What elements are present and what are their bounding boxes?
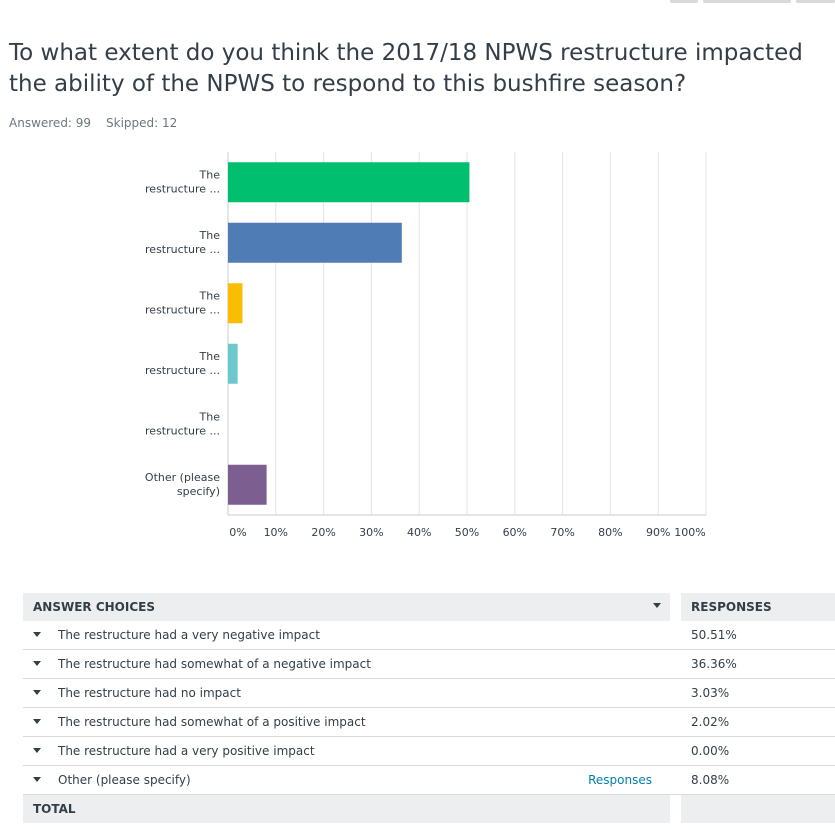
expand-caret-icon[interactable] [33, 690, 41, 695]
answer-choice-cell: The restructure had somewhat of a negati… [23, 650, 670, 679]
response-percent: 2.02% [691, 715, 730, 729]
y-tick-label: The [199, 289, 221, 302]
expand-caret-icon[interactable] [33, 661, 41, 666]
x-tick-label: 90% [646, 526, 670, 539]
response-count: 36 [823, 650, 835, 679]
answer-choice-label: The restructure had a very negative impa… [58, 628, 320, 642]
table-row: The restructure had a very positive impa… [23, 736, 835, 766]
table-row: The restructure had somewhat of a negati… [23, 649, 835, 679]
column-gap [670, 649, 681, 679]
y-tick-label: The [199, 410, 221, 423]
answer-choices-table: ANSWER CHOICES RESPONSES The restructure… [23, 593, 835, 823]
skipped-count: Skipped: 12 [106, 116, 178, 130]
answer-choice-cell: Other (please specify) Responses [23, 766, 670, 795]
response-percent: 3.03% [691, 686, 730, 700]
total-count: 99 [823, 795, 835, 824]
x-tick-label: 70% [550, 526, 574, 539]
expand-caret-icon[interactable] [33, 748, 41, 753]
table-row: Other (please specify) Responses 8.08% 8 [23, 765, 835, 795]
response-count: 2 [823, 708, 835, 737]
column-gap [670, 707, 681, 737]
total-label: TOTAL [33, 802, 76, 816]
toolbar-button-edge[interactable] [670, 0, 698, 3]
y-tick-label: restructure ... [145, 424, 220, 437]
response-count: 0 [823, 737, 835, 766]
y-tick-label: specify) [177, 485, 220, 498]
response-percent: 50.51% [691, 628, 737, 642]
answer-choice-cell: The restructure had no impact [23, 679, 670, 708]
responses-header[interactable]: RESPONSES [691, 600, 772, 614]
bar [228, 162, 470, 203]
y-tick-label: Other (please [145, 471, 220, 484]
x-tick-label: 20% [311, 526, 335, 539]
expand-caret-icon[interactable] [33, 719, 41, 724]
column-gap [670, 736, 681, 766]
x-tick-label: 10% [264, 526, 288, 539]
response-percent: 0.00% [691, 744, 730, 758]
x-tick-label: 50% [455, 526, 479, 539]
total-pct-empty [681, 795, 823, 824]
y-tick-label: restructure ... [145, 243, 220, 256]
x-tick-label: 100% [674, 526, 705, 539]
sort-caret-icon[interactable] [653, 603, 661, 608]
table-header-row: ANSWER CHOICES RESPONSES [23, 593, 835, 621]
answer-choices-header[interactable]: ANSWER CHOICES [23, 593, 670, 621]
bar [228, 283, 243, 324]
table-row: The restructure had somewhat of a positi… [23, 707, 835, 737]
toolbar-button-edge[interactable] [796, 0, 835, 3]
column-gap [670, 794, 681, 823]
question-title: To what extent do you think the 2017/18 … [9, 40, 803, 97]
y-tick-label: restructure ... [145, 364, 220, 377]
answer-choice-label: The restructure had somewhat of a positi… [58, 715, 366, 729]
expand-caret-icon[interactable] [33, 632, 41, 637]
answer-choice-cell: The restructure had a very negative impa… [23, 621, 670, 650]
table-row: The restructure had no impact 3.03% 3 [23, 678, 835, 708]
x-tick-label: 60% [503, 526, 527, 539]
answer-choice-label: The restructure had a very positive impa… [58, 744, 315, 758]
table-row: The restructure had a very negative impa… [23, 621, 835, 650]
toolbar-button-edge[interactable] [703, 0, 791, 3]
answered-count: Answered: 99 [9, 116, 92, 130]
response-percent: 8.08% [691, 773, 730, 787]
x-tick-label: 0% [229, 526, 246, 539]
y-tick-label: The [199, 229, 221, 242]
column-gap [670, 593, 681, 621]
answer-choice-label: The restructure had somewhat of a negati… [58, 657, 371, 671]
bar [228, 222, 402, 263]
responses-link[interactable]: Responses [588, 773, 652, 787]
x-tick-label: 80% [598, 526, 622, 539]
x-tick-label: 40% [407, 526, 431, 539]
answer-choice-cell: The restructure had a very positive impa… [23, 737, 670, 766]
column-gap [670, 678, 681, 708]
bar [228, 343, 238, 384]
total-row: TOTAL 99 [23, 794, 835, 824]
answer-choices-header-label: ANSWER CHOICES [33, 600, 155, 614]
x-tick-label: 30% [359, 526, 383, 539]
response-count: 8 [823, 766, 835, 795]
response-count: 3 [823, 679, 835, 708]
bar [228, 464, 267, 505]
y-tick-label: The [199, 350, 221, 363]
y-tick-label: restructure ... [145, 182, 220, 195]
y-tick-label: The [199, 168, 221, 181]
top-toolbar-edge [0, 0, 835, 4]
expand-caret-icon[interactable] [33, 777, 41, 782]
answer-choice-label: Other (please specify) [58, 773, 191, 787]
answer-choice-cell: The restructure had somewhat of a positi… [23, 708, 670, 737]
response-count: 50 [823, 621, 835, 650]
answer-choice-label: The restructure had no impact [58, 686, 241, 700]
y-tick-label: restructure ... [145, 303, 220, 316]
response-percent: 36.36% [691, 657, 737, 671]
column-gap [670, 765, 681, 795]
column-gap [670, 621, 681, 650]
